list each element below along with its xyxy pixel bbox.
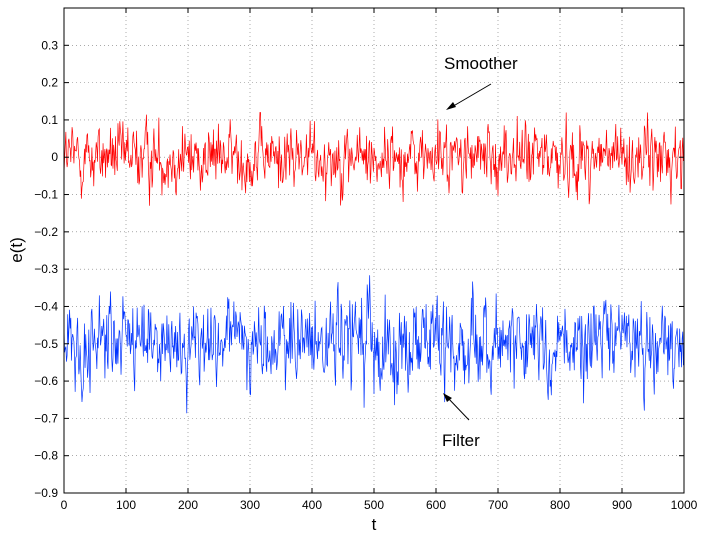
x-tick-label: 200	[178, 498, 198, 512]
annotation-filter-arrow	[446, 396, 470, 421]
series-line-filter	[63, 275, 685, 414]
x-tick-label: 400	[302, 498, 322, 512]
annotation-smoother-arrowhead	[446, 102, 456, 110]
y-tick-label: −0.1	[34, 188, 58, 202]
series-group	[63, 112, 685, 414]
y-tick-label: 0.1	[41, 113, 58, 127]
x-tick-label: 1000	[671, 498, 698, 512]
annotation-smoother-arrow	[449, 83, 492, 109]
y-tick-label: −0.8	[34, 449, 58, 463]
x-tick-label: 300	[240, 498, 260, 512]
x-tick-label: 600	[426, 498, 446, 512]
x-tick-label: 500	[364, 498, 384, 512]
x-axis-label: t	[372, 515, 377, 534]
x-tick-label: 700	[488, 498, 508, 512]
y-axis-label: e(t)	[7, 237, 26, 263]
y-tick-label: −0.3	[34, 262, 58, 276]
annotation-filter-label: Filter	[442, 431, 480, 450]
ticks	[63, 8, 685, 494]
x-tick-labels: 0 100 200 300 400 500 600 700 800 900 1000	[61, 498, 698, 512]
y-tick-label: −0.6	[34, 374, 58, 388]
y-tick-label: 0.3	[41, 38, 58, 52]
annotation-filter-arrowhead	[443, 393, 452, 402]
y-tick-label: −0.9	[34, 486, 58, 500]
x-tick-label: 900	[612, 498, 632, 512]
series-line-smoother	[63, 112, 685, 206]
y-tick-label: −0.7	[34, 411, 58, 425]
x-tick-label: 100	[116, 498, 136, 512]
y-tick-label: −0.2	[34, 225, 58, 239]
y-tick-label: 0	[51, 150, 58, 164]
y-tick-label: 0.2	[41, 76, 58, 90]
annotations: Smoother Filter	[442, 54, 518, 450]
y-tick-label: −0.5	[34, 337, 58, 351]
x-tick-label: 800	[550, 498, 570, 512]
x-tick-label: 0	[61, 498, 68, 512]
y-tick-labels: −0.9 −0.8 −0.7 −0.6 −0.5 −0.4 −0.3 −0.2 −0.1 0 0.1…	[34, 38, 58, 500]
annotation-smoother-label: Smoother	[444, 54, 518, 73]
y-tick-label: −0.4	[34, 299, 58, 313]
